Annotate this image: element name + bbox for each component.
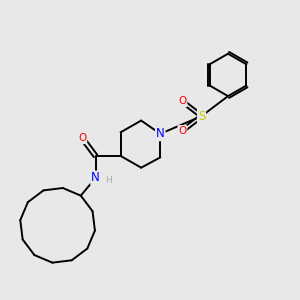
Text: N: N — [156, 127, 165, 140]
Text: O: O — [78, 133, 86, 143]
Text: S: S — [198, 110, 205, 123]
Text: H: H — [105, 176, 112, 185]
Text: N: N — [91, 172, 100, 184]
Text: O: O — [178, 126, 187, 136]
Text: O: O — [178, 96, 187, 106]
